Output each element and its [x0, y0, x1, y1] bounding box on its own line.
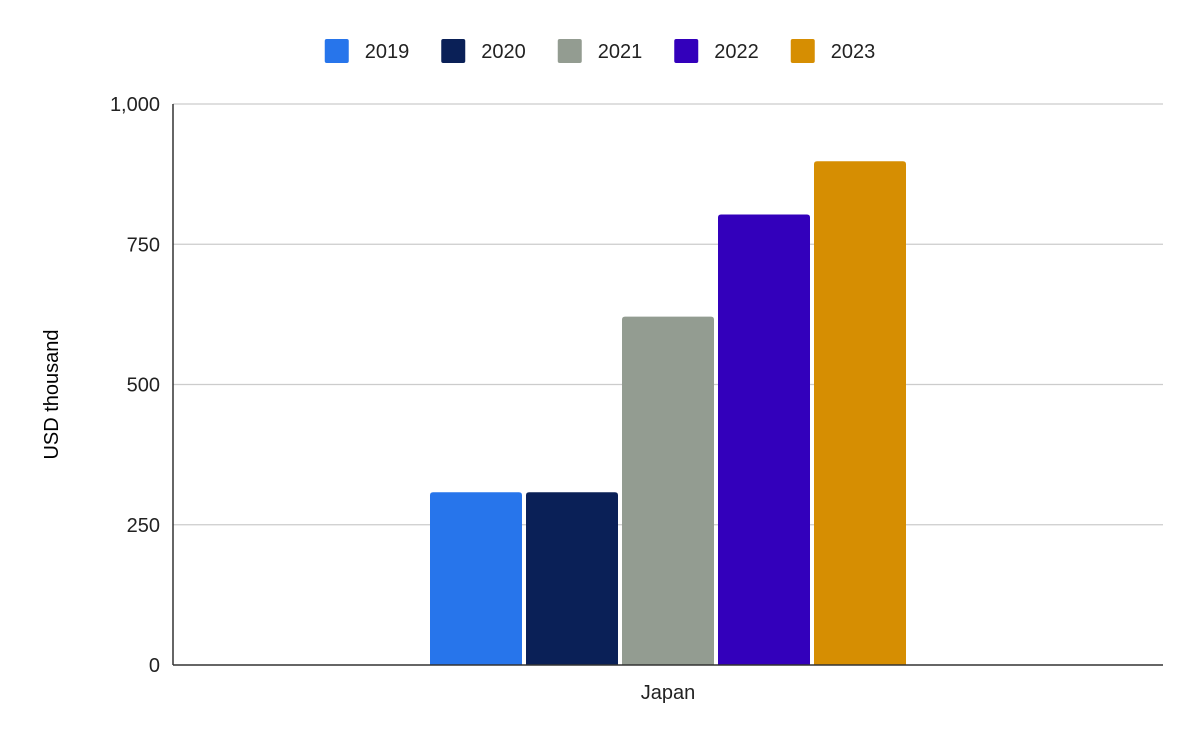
legend-swatch-2020 — [441, 39, 466, 63]
y-tick-label: 250 — [127, 515, 160, 537]
legend-label: 2021 — [598, 41, 643, 63]
x-axis-ticks: Japan — [641, 682, 696, 704]
bar-2023 — [814, 161, 906, 666]
bars — [430, 161, 906, 666]
y-axis-ticks: 0 250 500 750 1,000 — [110, 94, 160, 677]
legend-swatch-2023 — [790, 39, 815, 63]
y-axis-title: USD thousand — [41, 329, 63, 459]
legend-swatch-2022 — [674, 39, 699, 63]
legend-swatch-2021 — [557, 39, 582, 63]
bar-2020 — [526, 492, 618, 665]
y-tick-label: 750 — [127, 234, 160, 256]
bar-2021 — [622, 316, 714, 665]
bar-2022 — [718, 214, 810, 665]
legend-swatch-2019 — [324, 39, 349, 63]
x-tick-label: Japan — [641, 682, 696, 704]
bar-2019 — [430, 492, 522, 665]
legend-label: 2023 — [831, 41, 876, 63]
y-tick-label: 500 — [127, 375, 160, 397]
legend-label: 2020 — [481, 41, 526, 63]
legend-label: 2022 — [714, 41, 759, 63]
legend-label: 2019 — [365, 41, 410, 63]
y-tick-label: 0 — [149, 655, 160, 677]
y-tick-label: 1,000 — [110, 94, 160, 116]
legend: 2019 2020 2021 2022 2023 — [324, 39, 876, 63]
